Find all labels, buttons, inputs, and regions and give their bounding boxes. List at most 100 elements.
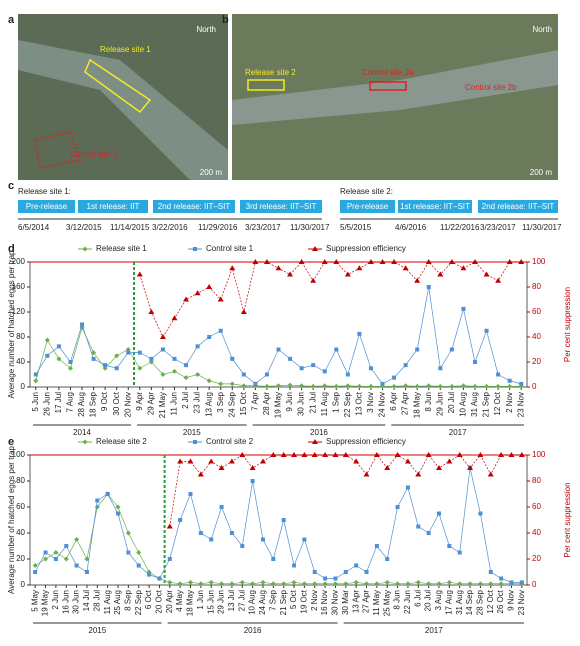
phase-label: 2nd release: IIT–SIT xyxy=(158,202,231,211)
point xyxy=(301,452,308,457)
y-tick-label: 200 xyxy=(12,257,26,266)
date-label: 11/30/2017 xyxy=(290,223,330,232)
point xyxy=(449,383,455,389)
point xyxy=(506,259,513,264)
y-tick-label: 80 xyxy=(16,476,25,485)
point xyxy=(310,277,317,283)
point xyxy=(95,498,100,503)
point xyxy=(405,581,411,587)
phase-bar xyxy=(478,200,558,213)
point xyxy=(207,335,212,339)
x-tick-label: 13 Oct xyxy=(355,391,364,415)
x-tick-label: 29 Jun xyxy=(435,392,444,416)
point xyxy=(219,581,225,587)
y-tick-label: 0 xyxy=(21,382,26,391)
point xyxy=(426,531,431,535)
phase-label: Pre-release xyxy=(26,202,68,211)
date-label: 11/30/2017 xyxy=(522,223,562,232)
phase-bar xyxy=(240,200,322,213)
point xyxy=(333,383,339,389)
point xyxy=(498,581,504,587)
point xyxy=(217,296,224,302)
date-label: 11/29/2016 xyxy=(198,223,238,232)
point xyxy=(461,306,466,311)
point xyxy=(488,581,494,587)
point xyxy=(159,334,166,339)
point xyxy=(310,383,316,389)
x-tick-label: 7 Sep xyxy=(268,589,277,610)
point xyxy=(446,458,453,464)
point xyxy=(364,581,370,587)
point xyxy=(322,452,329,457)
x-tick-label: 14 Sep xyxy=(465,589,474,615)
x-tick-label: 21 Sep xyxy=(279,589,288,615)
x-tick-label: 29 Apr xyxy=(146,392,155,415)
point xyxy=(91,350,97,356)
point xyxy=(240,309,247,314)
point xyxy=(353,458,360,464)
x-tick-label: 9 Oct xyxy=(100,391,109,411)
panel-letter: e xyxy=(8,436,14,448)
date-label: 3/22/2016 xyxy=(152,223,188,232)
phase-label: 2nd release: IIT–SIT xyxy=(482,202,555,211)
point xyxy=(177,458,184,464)
point xyxy=(56,356,62,362)
point xyxy=(82,439,88,445)
x-tick-label: 15 Jun xyxy=(206,590,215,614)
point xyxy=(373,452,380,457)
point xyxy=(507,383,513,389)
point xyxy=(183,296,190,302)
point xyxy=(322,581,328,587)
point xyxy=(302,537,307,542)
y2-tick-label: 40 xyxy=(532,332,541,341)
point xyxy=(344,271,351,277)
y2-tick-label: 100 xyxy=(532,257,546,266)
year-label: 2016 xyxy=(310,428,328,437)
point xyxy=(84,556,90,562)
point xyxy=(178,518,183,522)
x-tick-label: 20 Oct xyxy=(155,589,164,613)
y2-axis-title: Per cent suppression xyxy=(563,482,572,557)
year-label: 2017 xyxy=(425,626,443,635)
x-tick-label: 2 Nov xyxy=(505,392,514,413)
map-label: Release site 2 xyxy=(245,68,296,77)
phase-bar xyxy=(18,200,75,213)
date-label: 11/22/2016 xyxy=(440,223,480,232)
point xyxy=(184,363,189,368)
phase-label: Pre-release xyxy=(347,202,389,211)
point xyxy=(206,284,213,289)
point xyxy=(291,579,297,585)
series-line xyxy=(139,261,522,338)
x-tick-label: 30 Nov xyxy=(331,590,340,615)
phase-bar xyxy=(340,200,395,213)
y2-tick-label: 40 xyxy=(532,528,541,537)
point xyxy=(425,452,432,457)
point xyxy=(115,504,121,510)
point xyxy=(403,363,408,368)
point xyxy=(518,452,525,457)
point xyxy=(487,471,494,477)
point xyxy=(126,350,131,355)
control-area xyxy=(369,81,407,91)
panel-letter: d xyxy=(8,243,15,255)
point xyxy=(64,544,69,548)
point xyxy=(264,372,269,377)
date-label: 11/14/2015 xyxy=(110,223,150,232)
year-label: 2017 xyxy=(449,428,467,437)
point xyxy=(498,452,505,457)
point xyxy=(426,383,432,389)
point xyxy=(157,576,162,581)
date-label: 6/5/2014 xyxy=(18,223,50,232)
point xyxy=(33,570,38,574)
point xyxy=(518,259,525,264)
series xyxy=(166,452,525,529)
point xyxy=(45,353,50,358)
point xyxy=(507,378,512,383)
site-title: Release site 2: xyxy=(340,187,393,196)
point xyxy=(323,576,328,581)
year-label: 2016 xyxy=(244,626,262,635)
y2-tick-label: 0 xyxy=(532,580,537,589)
point xyxy=(509,580,514,585)
point xyxy=(357,331,362,336)
point xyxy=(187,579,193,585)
